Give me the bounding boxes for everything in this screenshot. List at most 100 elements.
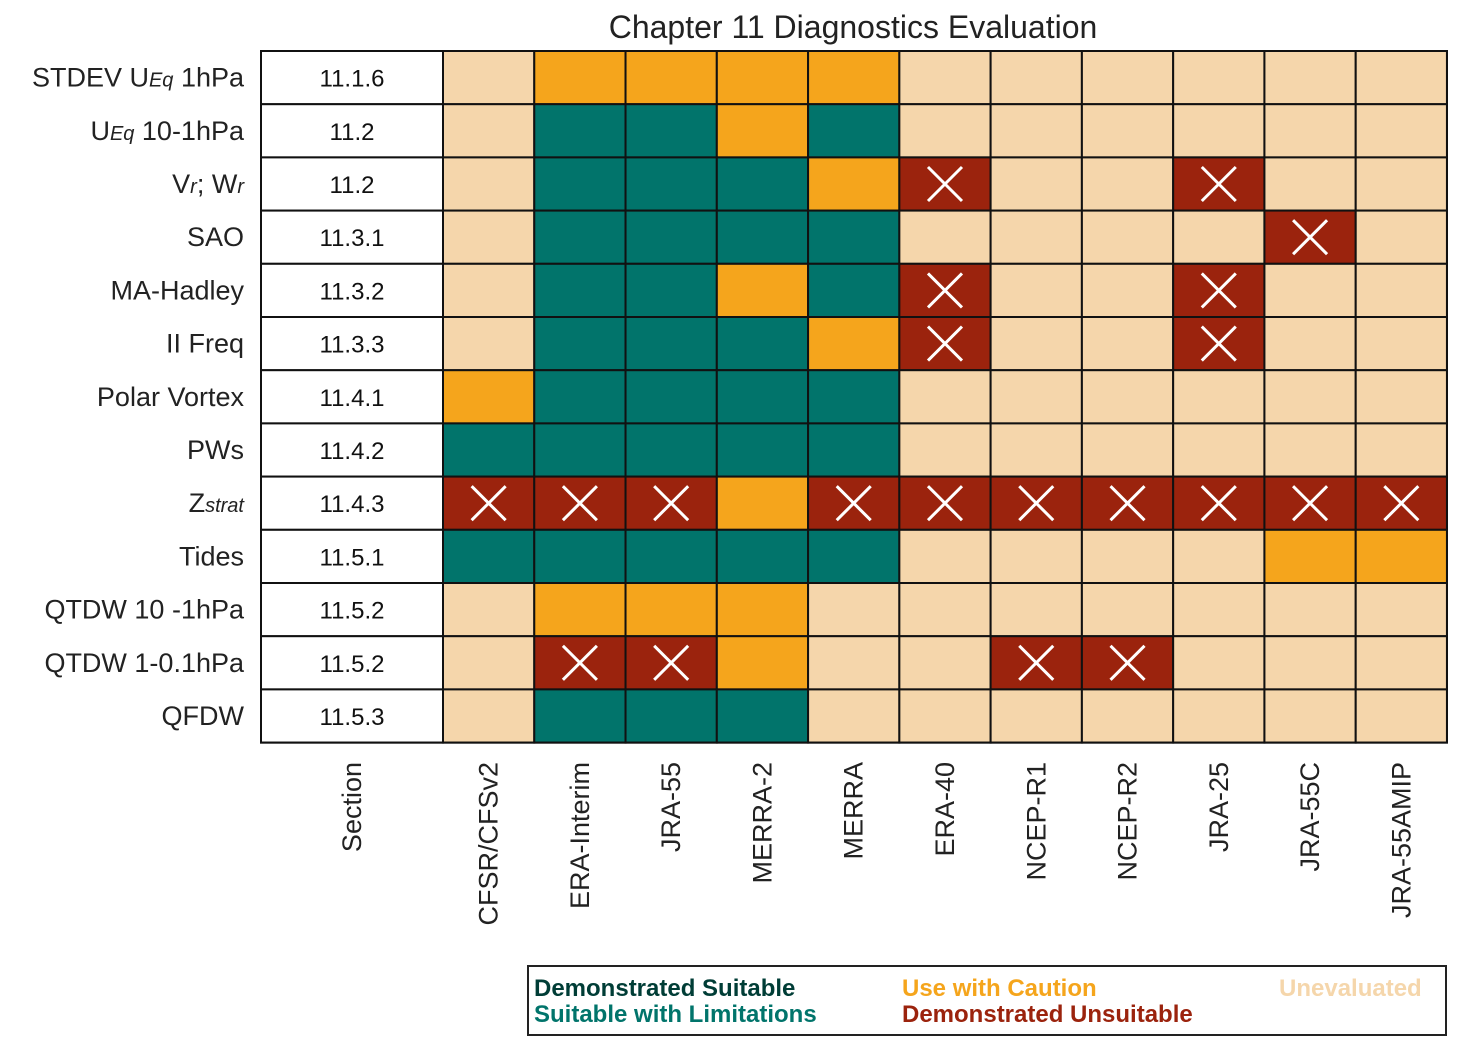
row-label: PWs [187,435,244,465]
heatmap-cell [898,369,992,425]
heatmap-cell [1172,528,1266,584]
unsuitable-cross-icon [926,485,964,522]
section-number: 11.3.3 [320,332,385,359]
heatmap-cell [898,422,992,478]
heatmap-cells [260,50,1448,744]
column-label: JRA-55 [656,762,686,852]
heatmap-cell [533,528,627,584]
unsuitable-cross-icon [1200,485,1237,522]
heatmap-chart: Chapter 11 Diagnostics Evaluation STDEV … [32,9,1448,926]
section-number: 11.5.1 [320,544,385,571]
section-number: 11.2 [330,172,375,199]
section-number: 11.4.2 [320,438,385,465]
heatmap-cell [898,528,992,584]
heatmap-cell [1263,50,1357,106]
unsuitable-cross-icon [1200,325,1237,362]
heatmap-cell [624,156,718,212]
column-label: ERA-40 [930,762,960,857]
heatmap-cell [1263,688,1357,744]
unsuitable-cross-icon [653,485,690,522]
heatmap-cell [715,103,810,159]
heatmap-cell [1172,103,1266,159]
row-label: UEq 10-1hPa [90,116,245,146]
chart-title: Chapter 11 Diagnostics Evaluation [609,9,1098,45]
column-label: JRA-55C [1295,762,1325,872]
heatmap-cell [624,262,718,318]
heatmap-cell [1172,635,1266,691]
column-label: JRA-25 [1204,762,1234,852]
heatmap-cell [1080,262,1175,318]
heatmap-cell [807,582,901,638]
column-label: MERRA-2 [747,762,777,884]
heatmap-cell [1263,103,1357,159]
heatmap-cell [715,635,810,691]
heatmap-cell [624,316,718,372]
heatmap-cell [898,688,992,744]
heatmap-cell [807,262,901,318]
unsuitable-cross-icon [1109,644,1146,681]
heatmap-cell [1354,209,1448,265]
heatmap-cell [442,528,536,584]
heatmap-cell [1354,103,1448,159]
heatmap-cell [533,50,627,106]
heatmap-cell [533,316,627,372]
heatmap-cell [442,635,536,691]
heatmap-cell [989,688,1083,744]
heatmap-cell [442,316,536,372]
heatmap-cell [442,688,536,744]
heatmap-cell [1080,156,1175,212]
legend-caution: Use with Caution [902,975,1097,1002]
section-number: 11.3.2 [320,278,385,305]
heatmap-cell [715,582,810,638]
heatmap-cell [1263,369,1357,425]
heatmap-cell [807,528,901,584]
section-number: 11.5.2 [320,651,385,678]
heatmap-cell [533,103,627,159]
section-number: 11.4.1 [320,385,385,412]
unsuitable-cross-icon [561,644,598,681]
heatmap-cell [807,103,901,159]
heatmap-cell [715,528,810,584]
heatmap-cell [1172,50,1266,106]
heatmap-cell [442,262,536,318]
heatmap-cell [442,156,536,212]
heatmap-cell [807,369,901,425]
heatmap-cell [1080,50,1175,106]
column-label: NCEP-R2 [1113,762,1143,881]
heatmap-cell [1080,209,1175,265]
heatmap-cell [715,209,810,265]
heatmap-cell [898,103,992,159]
heatmap-cell [442,50,536,106]
unsuitable-cross-icon [653,644,690,681]
heatmap-cell [1080,369,1175,425]
heatmap-cell [715,262,810,318]
heatmap-cell [807,50,901,106]
heatmap-cell [989,369,1083,425]
row-label: SAO [187,222,244,252]
heatmap-cell [715,50,810,106]
unsuitable-cross-icon [1291,485,1329,522]
section-cell [260,103,444,159]
heatmap-cell [1354,528,1448,584]
section-number: 11.5.2 [320,598,385,625]
row-label: Tides [179,541,244,571]
row-label: Vr; Wr [172,169,245,199]
heatmap-cell [715,422,810,478]
unsuitable-cross-icon [926,325,964,362]
heatmap-cell [1080,528,1175,584]
section-cell [260,528,444,584]
heatmap-cell [715,156,810,212]
heatmap-cell [442,369,536,425]
unsuitable-cross-icon [926,272,964,309]
column-labels: Section CFSR/CFSv2 ERA-Interim JRA-55 MERRA-… [337,762,1416,926]
heatmap-cell [533,422,627,478]
column-label: MERRA [839,762,869,860]
heatmap-cell [1354,262,1448,318]
heatmap-cell [989,209,1083,265]
heatmap-cell [533,156,627,212]
heatmap-cell [624,209,718,265]
legend-limitations: Suitable with Limitations [534,1001,817,1028]
row-label: Zstrat [189,488,246,518]
heatmap-cell [624,103,718,159]
heatmap-cell [1080,688,1175,744]
